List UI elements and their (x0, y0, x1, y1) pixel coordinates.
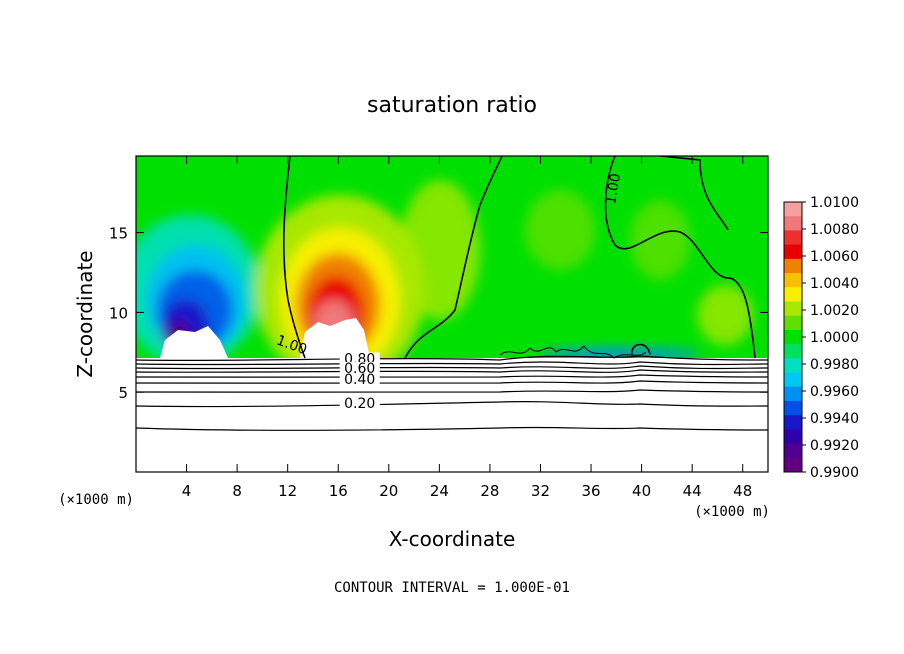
colorbar-label: 0.9980 (810, 357, 859, 373)
contour-line-0.7 (136, 365, 768, 370)
colorbar-swatch (784, 443, 802, 459)
contour-line-0.1 (136, 426, 768, 431)
colorbar-swatch (784, 372, 802, 388)
contour-line-0.8 (136, 361, 768, 366)
contour-line-0.5 (136, 374, 768, 378)
field-wisp-d (630, 200, 690, 280)
x-tick-label: 44 (683, 482, 702, 500)
unity-contour-c (604, 156, 756, 359)
contour-label-bg (339, 397, 380, 411)
contour-labels: 1.001.000.800.600.400.20 (274, 172, 624, 412)
y-tick-label: 15 (109, 225, 128, 243)
colorbar-label: 0.9920 (810, 438, 859, 454)
colorbar-swatch (784, 287, 802, 302)
contour-line-0.3 (136, 389, 768, 393)
colorbar-swatch (784, 202, 802, 217)
colorbar-label: 1.0060 (810, 249, 859, 265)
contour-label: 0.40 (344, 372, 375, 388)
ground-contours (136, 345, 768, 431)
contour-label: 0.60 (344, 361, 375, 377)
colorbar-swatch (784, 457, 802, 473)
x-unit-label-right: (×1000 m) (694, 504, 770, 520)
x-axis: 4 8 12 16 20 24 28 32 36 40 44 48 (182, 156, 752, 500)
colorbar-swatch (784, 400, 802, 416)
y-tick-label: 10 (109, 304, 128, 322)
contour-ripple (499, 345, 647, 359)
x-tick-label: 32 (531, 482, 550, 500)
x-tick-label: 16 (329, 482, 348, 500)
colorbar-swatch (784, 315, 802, 331)
plot-frame (135, 155, 769, 473)
colorbar-swatch (784, 386, 802, 402)
x-unit-label-left: (×1000 m) (58, 492, 134, 508)
colorbar-swatch (784, 358, 802, 374)
y-axis-title: Z-coordinate (73, 250, 97, 377)
colorbar-label: 1.0080 (810, 222, 859, 238)
undefined-regions (160, 318, 370, 358)
colorbar-swatch (784, 301, 802, 317)
unity-contour-a (282, 156, 306, 359)
x-tick-label: 28 (480, 482, 499, 500)
x-tick-label: 12 (278, 482, 297, 500)
x-tick-label: 20 (379, 482, 398, 500)
colorbar-swatch (784, 344, 802, 359)
contour-interval-note: CONTOUR INTERVAL = 1.000E-01 (334, 580, 570, 596)
chart-title: saturation ratio (367, 93, 537, 118)
x-tick-label: 48 (733, 482, 752, 500)
x-tick-label: 24 (430, 482, 449, 500)
contour-label-bg (339, 373, 380, 387)
colorbar-swatch (784, 429, 802, 445)
contour-line-0.2 (136, 400, 768, 408)
colorbar-swatch (784, 230, 802, 246)
contour-label: 1.00 (603, 172, 624, 205)
colorbar-label: 0.9940 (810, 411, 859, 427)
x-tick-label: 8 (232, 482, 242, 500)
field-wisp-c (697, 285, 753, 345)
ground-region (136, 358, 768, 472)
x-tick-label: 40 (632, 482, 651, 500)
unity-contour-d (659, 156, 729, 231)
unity-contours (282, 156, 756, 359)
contour-line-0.9 (136, 355, 768, 362)
colorbar-swatch (784, 244, 802, 260)
colorbar: 1.0100 1.0080 1.0060 1.0040 1.0020 1.0000 0.99… (783, 195, 859, 481)
x-tick-label: 36 (581, 482, 600, 500)
colorbar-swatch (784, 216, 802, 231)
colorbar-swatch (784, 258, 802, 274)
colorbar-label: 0.9900 (810, 465, 859, 481)
colorbar-label: 1.0040 (810, 276, 859, 292)
x-tick-label: 4 (182, 482, 192, 500)
contour-label-bg (339, 362, 380, 376)
undefined-mid (300, 318, 370, 358)
undefined-left (160, 326, 228, 358)
unity-contour-b (404, 156, 503, 359)
y-tick-label: 5 (118, 384, 128, 402)
colorbar-swatch (784, 273, 802, 288)
colorbar-label: 1.0000 (810, 330, 859, 346)
contour-label: 0.20 (344, 396, 375, 412)
y-axis: 5 10 15 (109, 225, 768, 402)
colorbar-label: 0.9960 (810, 384, 859, 400)
colorbar-swatch (784, 329, 802, 345)
colorbar-label: 1.0020 (810, 303, 859, 319)
unity-contour-e (631, 343, 651, 356)
x-axis-title: X-coordinate (389, 527, 516, 551)
colorbar-swatch (784, 415, 802, 430)
colorbar-label: 1.0100 (810, 195, 859, 211)
contour-line-0.4 (136, 380, 768, 384)
contour-line-0.6 (136, 369, 768, 373)
plot-area (136, 156, 768, 472)
field-wisp-b (525, 190, 595, 270)
